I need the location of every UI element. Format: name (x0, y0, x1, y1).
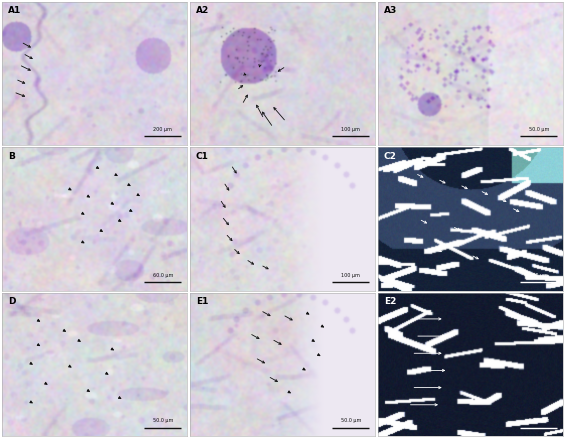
Text: 200 μm: 200 μm (153, 127, 172, 132)
Text: A3: A3 (384, 6, 397, 15)
Text: B: B (8, 152, 15, 161)
Text: A1: A1 (8, 6, 21, 15)
Text: E1: E1 (195, 297, 208, 307)
Text: 100 μm: 100 μm (341, 273, 360, 278)
Text: 50.0 μm: 50.0 μm (529, 418, 549, 424)
Text: 60.0 μm: 60.0 μm (153, 273, 173, 278)
Text: 50.0 μm: 50.0 μm (153, 418, 173, 424)
Text: 100 μm: 100 μm (529, 273, 548, 278)
Text: 100 μm: 100 μm (341, 127, 360, 132)
Text: D: D (8, 297, 15, 307)
Text: E2: E2 (384, 297, 396, 307)
Text: 50.0 μm: 50.0 μm (341, 418, 361, 424)
Text: C1: C1 (195, 152, 208, 161)
Text: 50.0 μm: 50.0 μm (529, 127, 549, 132)
Text: C2: C2 (384, 152, 397, 161)
Text: A2: A2 (195, 6, 209, 15)
